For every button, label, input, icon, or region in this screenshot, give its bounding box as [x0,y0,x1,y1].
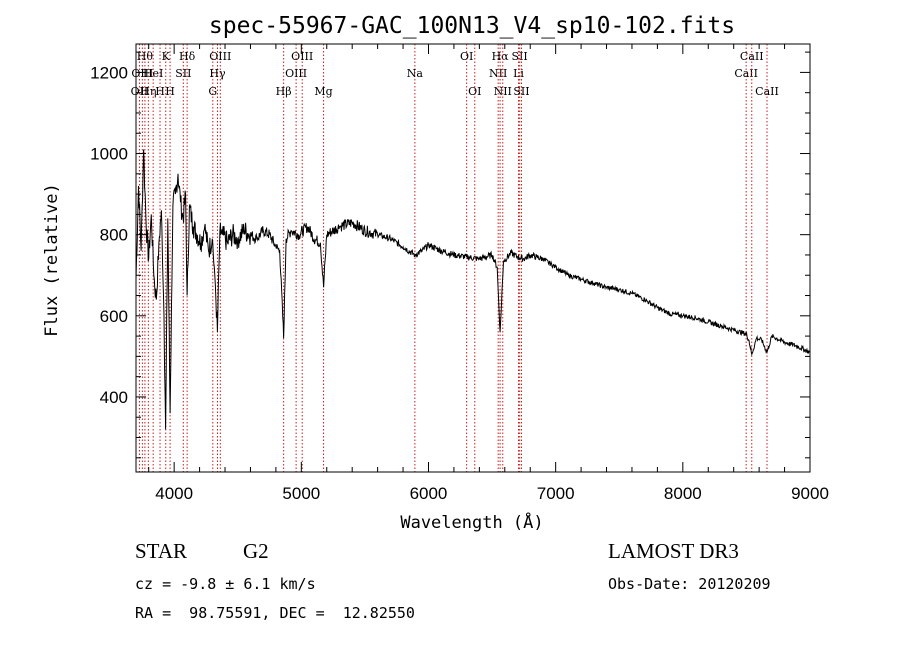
redshift-cz: cz = -9.8 ± 6.1 km/s [135,575,316,593]
chart-title: spec-55967-GAC_100N13_V4_sp10-102.fits [209,13,735,39]
line-markers: OIIOIIIHθHηHeIHKHSIIHδGHγOIIIHβOIIIOIIIM… [131,44,779,472]
line-label: Hδ [179,50,196,63]
line-label: SII [513,85,529,98]
plot-frame [135,43,811,473]
line-label: OI [460,50,473,63]
line-label: HeI [143,67,163,80]
x-tick-label: 9000 [791,484,829,503]
line-label: Hα [492,50,510,63]
line-label: OII [131,85,149,98]
y-axis: 400 600 800 1000 1200 [90,51,810,459]
y-tick-label: 600 [100,307,128,326]
line-label: CaII [740,50,764,63]
spectrum-line [135,149,811,430]
line-label: OIII [285,67,307,80]
y-tick-label: 1200 [90,63,128,82]
line-label: Na [407,67,424,80]
x-tick-label: 5000 [282,484,320,503]
y-tick-label: 400 [100,388,128,407]
x-tick-label: 8000 [664,484,702,503]
line-label: OI [468,85,481,98]
line-label: SII [512,50,528,63]
line-label: OIII [209,50,231,63]
y-axis-label: Flux (relative) [42,183,62,337]
coordinates: RA = 98.75591, DEC = 12.82550 [135,604,415,622]
line-label: CaII [755,85,779,98]
line-label: Hη [140,85,156,98]
x-axis-label: Wavelength (Å) [400,511,543,533]
line-label: NII [494,85,512,98]
line-label: H [155,85,165,98]
line-label: SII [175,67,191,80]
line-label: K [162,50,171,63]
line-label: CaII [734,67,758,80]
line-label: OIII [291,50,313,63]
line-label: Mg [314,85,332,98]
line-label: NII [489,67,507,80]
line-label: Hβ [276,85,292,98]
object-class: STAR [135,539,187,563]
observation-date: Obs-Date: 20120209 [608,575,771,593]
x-tick-label: 6000 [410,484,448,503]
x-tick-label: 7000 [537,484,575,503]
line-label: Hγ [209,67,226,80]
object-subclass: G2 [243,539,269,563]
y-tick-label: 1000 [90,145,128,164]
line-label: Li [513,67,524,80]
line-label: G [208,85,217,98]
x-axis: 4000 5000 6000 7000 8000 9000 [148,44,829,503]
survey-name: LAMOST DR3 [608,539,739,563]
line-label: H [165,85,175,98]
line-label: Hθ [137,50,154,63]
x-tick-label: 4000 [155,484,193,503]
y-tick-label: 800 [100,226,128,245]
